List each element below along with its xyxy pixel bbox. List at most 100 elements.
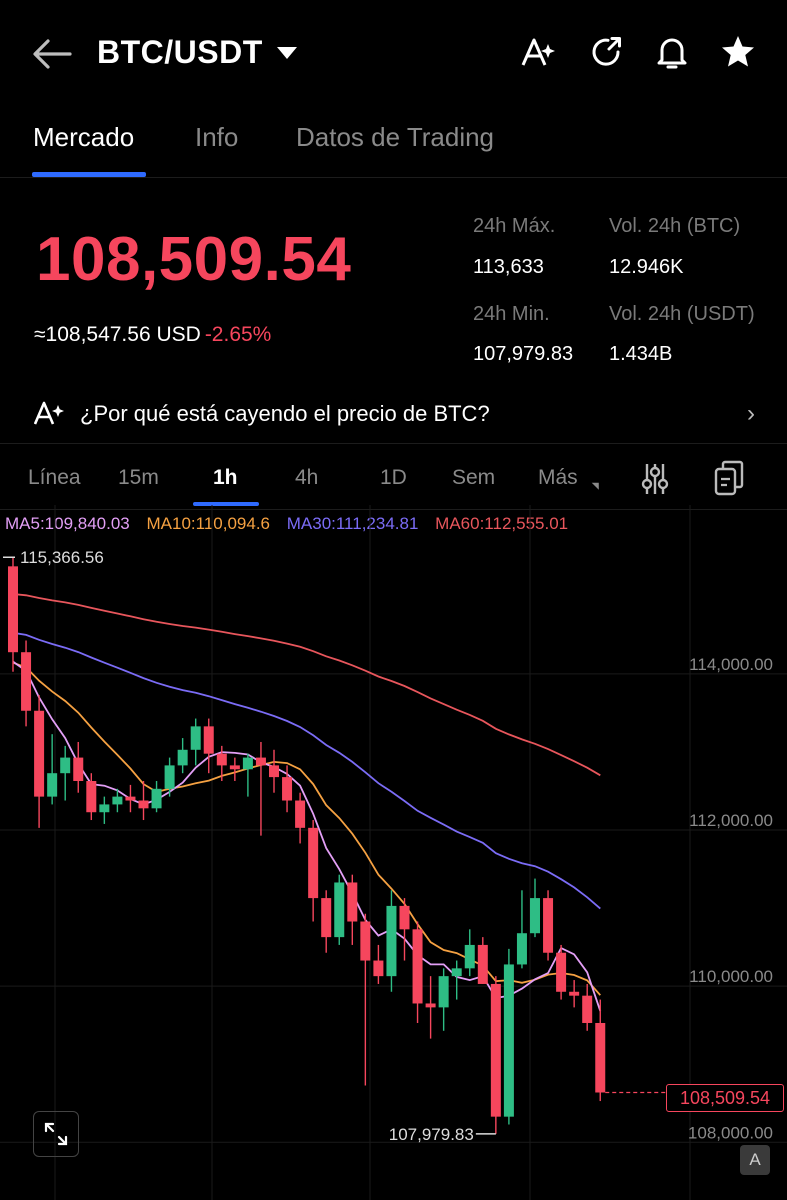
high-24h-label: 24h Máx. (473, 215, 556, 237)
low-marker-label: 107,979.83 (389, 1125, 474, 1144)
vol-btc-label: Vol. 24h (BTC) (609, 215, 741, 237)
candle-body (21, 652, 32, 711)
ai-icon[interactable] (521, 32, 559, 72)
candle-body (582, 995, 593, 1023)
active-interval-indicator (193, 502, 259, 506)
interval-1d[interactable]: 1D (380, 466, 407, 489)
vol-usdt-value: 1.434B (609, 343, 673, 365)
candle-body (125, 796, 136, 801)
candle-body (8, 566, 18, 653)
candle-body (177, 749, 188, 766)
y-tick-label: 114,000.00 (689, 655, 773, 674)
back-arrow-icon[interactable] (30, 32, 74, 76)
caret-icon (591, 479, 603, 490)
candle-body (595, 1022, 606, 1093)
tab-mercado[interactable]: Mercado (33, 122, 135, 152)
ma60-line (12, 593, 601, 777)
active-tab-indicator (32, 172, 146, 177)
candle-body (73, 757, 84, 782)
ai-icon (33, 400, 68, 428)
tab-info[interactable]: Info (195, 122, 239, 152)
pair-label: BTC/USDT (97, 34, 263, 70)
vol-usdt-label: Vol. 24h (USDT) (609, 303, 755, 325)
ma10-label: MA10:110,094.6 (146, 514, 271, 533)
change-percent: -2.65% (204, 323, 272, 346)
market-tabs: Mercado Info Datos de Trading (0, 108, 787, 178)
last-price-tag: 108,509.54 (666, 1084, 784, 1112)
top-bar: BTC/USDT (0, 0, 787, 108)
fiat-price: ≈108,547.56 USD (34, 323, 201, 346)
pair-selector[interactable]: BTC/USDT (97, 34, 297, 71)
candle-body (543, 898, 554, 953)
candle-body (203, 726, 214, 754)
low-24h-value: 107,979.83 (473, 343, 574, 365)
interval-sem[interactable]: Sem (452, 466, 496, 489)
candle-body (477, 944, 488, 984)
last-price: 108,509.54 (36, 225, 352, 294)
y-tick-label: 112,000.00 (689, 811, 773, 830)
interval-bar: Línea 15m 1h 4h 1D Sem Más (0, 446, 787, 510)
interval-1h[interactable]: 1h (213, 466, 238, 489)
candle-body (190, 726, 201, 750)
ai-insight-text: ¿Por qué está cayendo el precio de BTC? (80, 401, 490, 426)
ma5-line (12, 660, 602, 1012)
auto-scale-button[interactable]: A (740, 1145, 770, 1175)
fullscreen-button[interactable] (33, 1111, 79, 1157)
interval-15m[interactable]: 15m (118, 466, 159, 489)
candle-body (112, 796, 123, 805)
candle-body (242, 757, 253, 770)
interval-linea[interactable]: Línea (28, 466, 81, 489)
candle-body (86, 781, 97, 813)
candle-body (399, 905, 410, 930)
vol-btc-value: 12.946K (609, 256, 684, 278)
indicator-settings-icon[interactable] (641, 462, 669, 501)
candle-body (516, 933, 527, 965)
star-icon[interactable] (719, 32, 757, 72)
candle-body (295, 800, 306, 828)
ma5-label: MA5:109,840.03 (5, 514, 130, 533)
interval-mas[interactable]: Más (538, 466, 578, 489)
candle-body (321, 898, 332, 938)
candle-body (412, 929, 423, 1004)
candle-body (151, 788, 162, 809)
candle-body (229, 765, 240, 770)
copy-layout-icon[interactable] (714, 460, 744, 501)
candle-body (60, 757, 71, 774)
y-tick-label: 110,000.00 (689, 967, 773, 986)
candlestick-chart[interactable]: 114,000.00 112,000.00 110,000.00 108,000.00… (0, 505, 787, 1200)
expand-icon (44, 1122, 68, 1146)
low-24h-label: 24h Min. (473, 303, 550, 325)
candle-body (216, 753, 227, 766)
ai-insight-row[interactable]: ¿Por qué está cayendo el precio de BTC? … (0, 384, 787, 444)
ma10-line (12, 661, 601, 996)
ma60-label: MA60:112,555.01 (435, 514, 569, 533)
candle-body (451, 968, 462, 977)
candle-body (556, 952, 567, 992)
chevron-down-icon (276, 46, 297, 59)
fiat-value: ≈108,547.56 USD -2.65% (34, 323, 271, 347)
candle-body (425, 1003, 436, 1008)
candle-body (99, 804, 110, 813)
bell-icon[interactable] (653, 32, 691, 72)
ma30-line (12, 631, 601, 910)
candle-body (503, 964, 514, 1117)
candle-body (334, 882, 345, 938)
candle-body (386, 905, 397, 977)
candle-body (269, 765, 279, 778)
candle-body (138, 800, 149, 809)
candle-body (164, 765, 175, 789)
candle-body (373, 960, 384, 977)
interval-4h[interactable]: 4h (295, 466, 319, 489)
ma30-label: MA30:111,234.81 (286, 514, 419, 533)
share-icon[interactable] (587, 32, 625, 72)
candle-body (308, 827, 319, 899)
tab-datos-trading[interactable]: Datos de Trading (296, 122, 495, 152)
candle-body (34, 710, 45, 797)
candle-body (255, 757, 266, 766)
chevron-right-icon: › (747, 400, 755, 427)
candle-body (282, 777, 293, 801)
candle-body (438, 976, 449, 1008)
high-24h-value: 113,633 (473, 256, 544, 278)
candle-body (490, 983, 501, 1117)
ma-legend: MA5:109,840.03 MA10:110,094.6 MA30:111,2… (5, 514, 580, 534)
